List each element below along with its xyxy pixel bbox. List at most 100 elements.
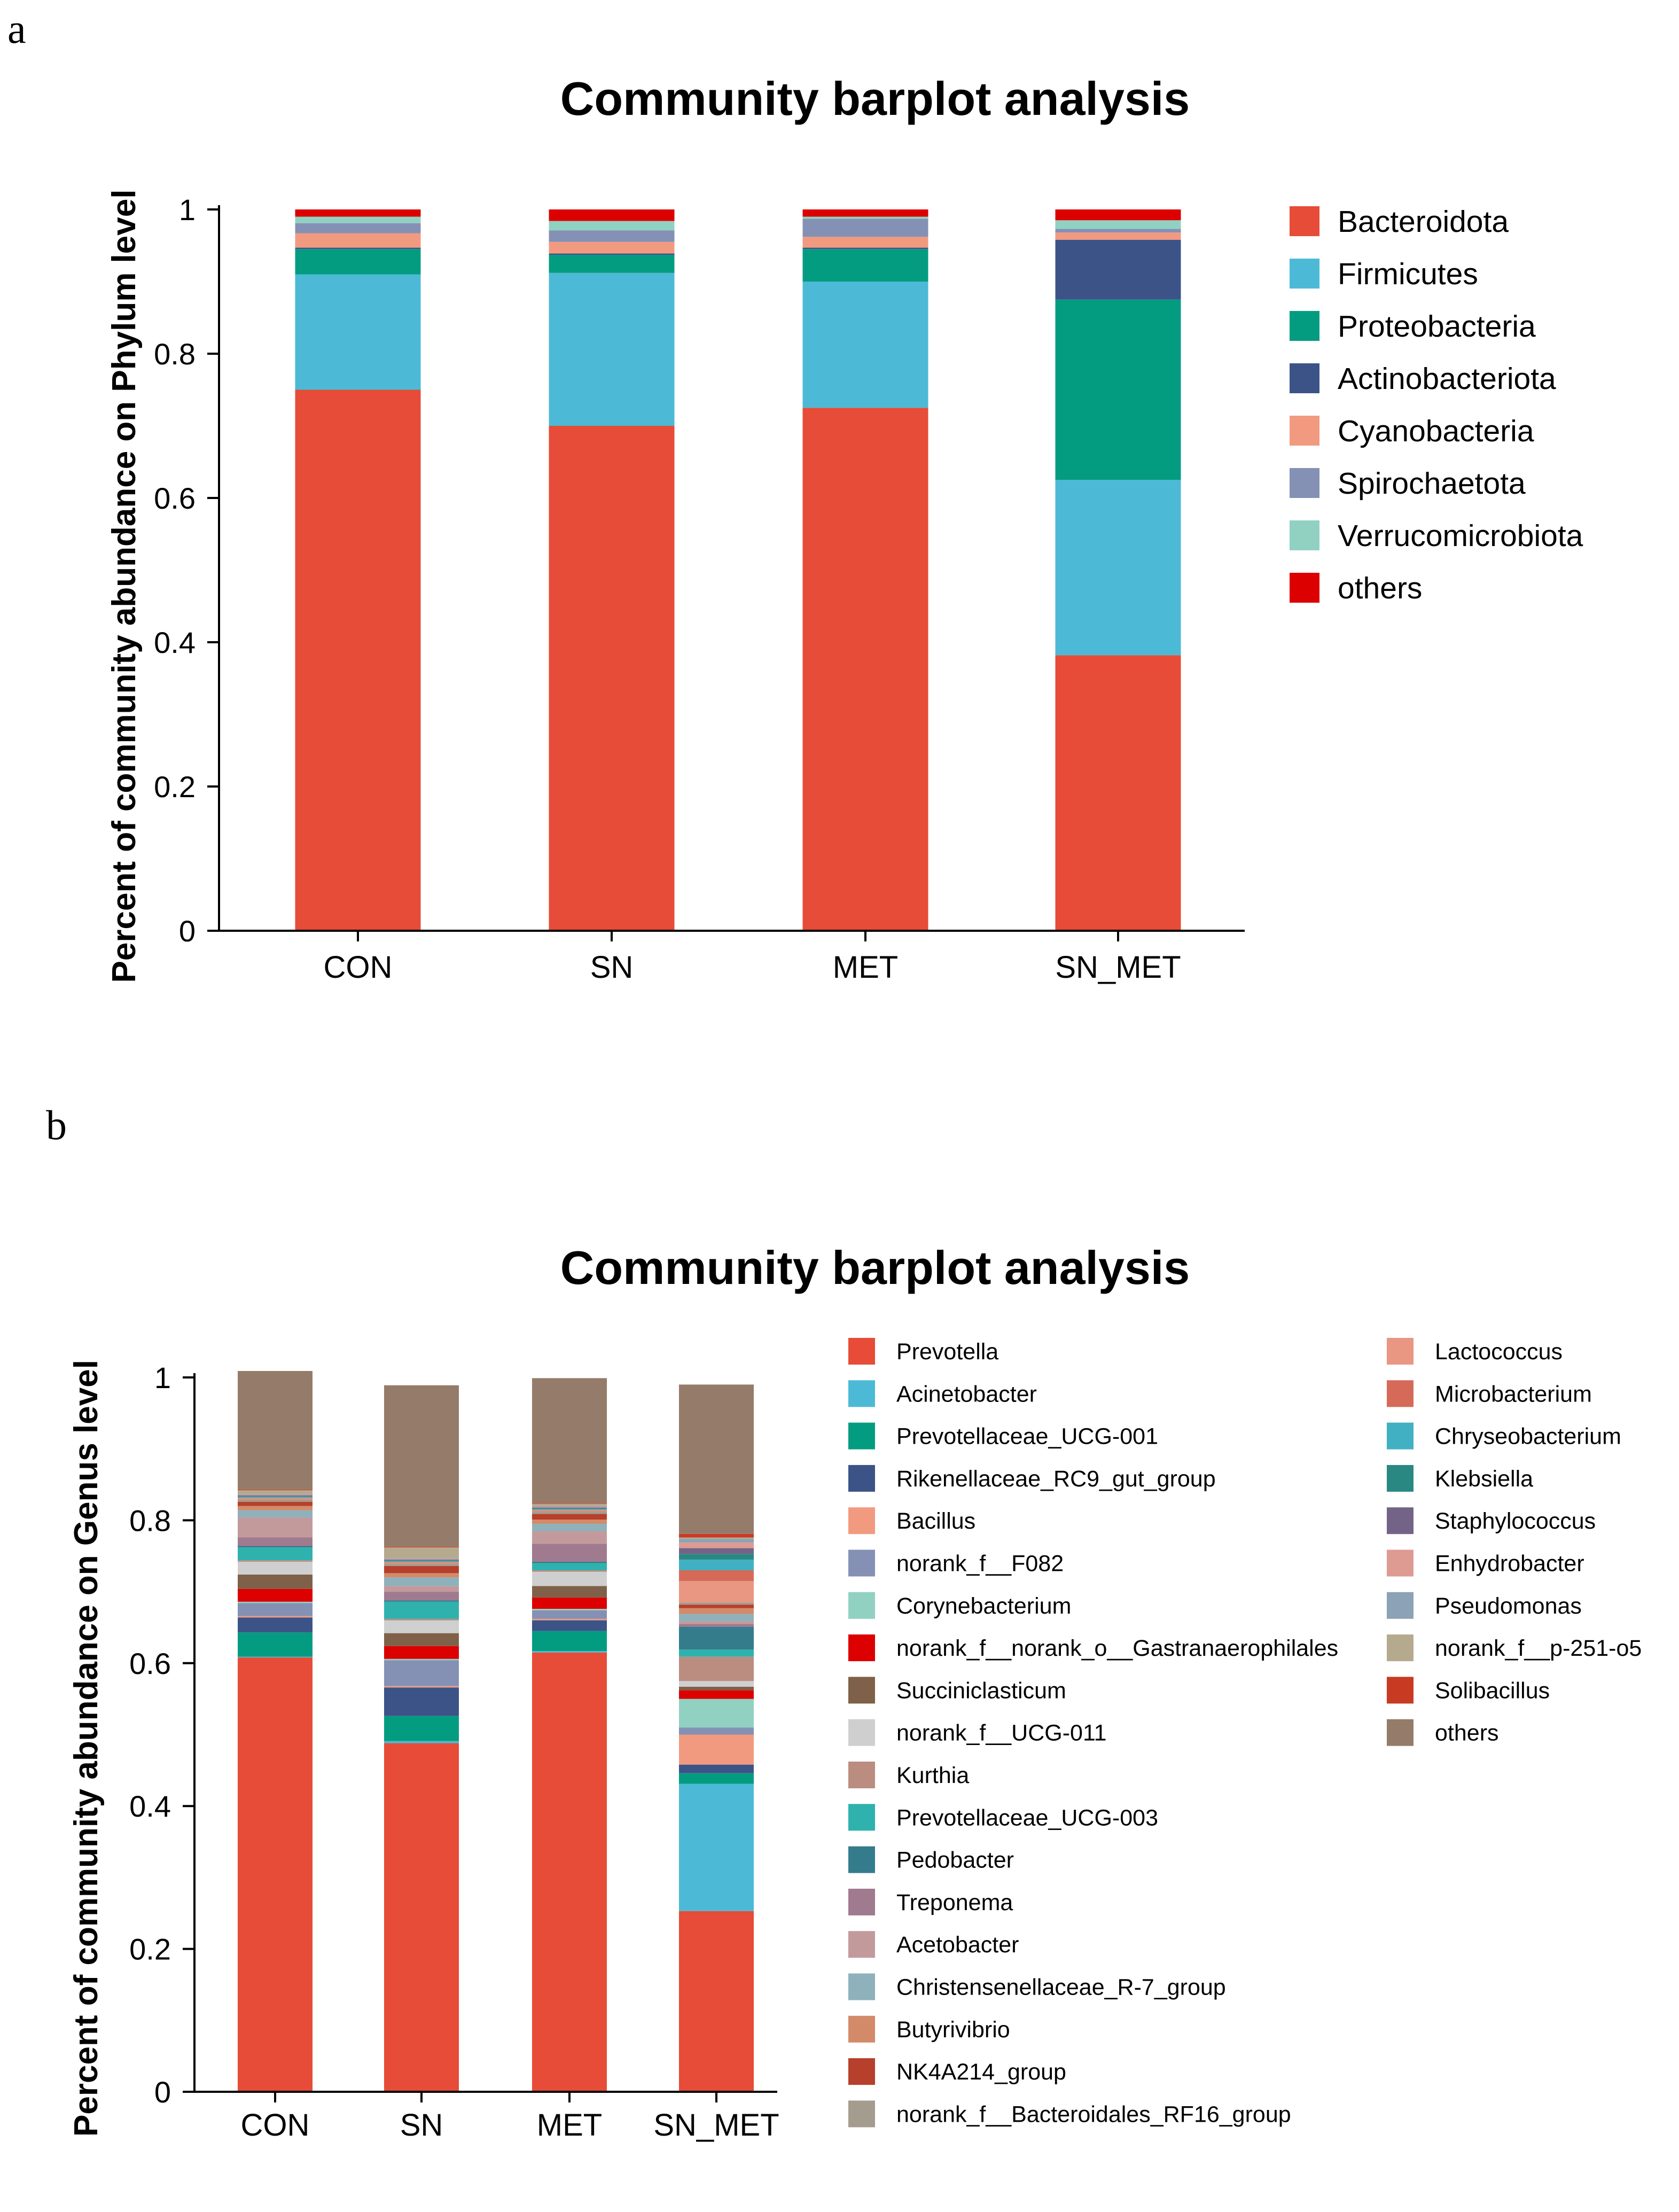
- chart-b-bar-con-norank-f-f082: [238, 1603, 313, 1616]
- chart-b-bar-met-bacillus: [532, 1618, 607, 1621]
- chart-b-bar-sn-norank-f-ucg-011: [384, 1620, 459, 1633]
- chart-b-legend-label-prevotellaceae-ucg-003: Prevotellaceae_UCG-003: [896, 1805, 1158, 1831]
- chart-b-x-tick-label-sn: SN: [400, 2108, 443, 2143]
- chart-b-bar-con-bacillus: [238, 1616, 313, 1618]
- chart-b-bar-met-kurthia: [532, 1570, 607, 1572]
- chart-b-bar-sn-met-solibacillus: [679, 1533, 754, 1538]
- chart-a-x-tick-label-sn: SN: [590, 950, 634, 985]
- chart-b-bar-sn-met-butyrivibrio: [679, 1608, 754, 1614]
- chart-b-bar-sn-enhydrobacter: [384, 1559, 459, 1560]
- panel-b: b Community barplot analysis Percent of …: [46, 1102, 1642, 2143]
- chart-a-legend-swatch-spirochaetota: [1290, 468, 1319, 498]
- chart-b-bar-met-norank-f-norank-o-gastranaerophilales: [532, 1597, 607, 1609]
- chart-b-legend-swatch-prevotella: [848, 1338, 875, 1365]
- chart-a-bar-con-actinobacteriota: [295, 247, 421, 250]
- chart-a-legend-swatch-cyanobacteria: [1290, 416, 1319, 446]
- chart-a-y-tick-label: 0.2: [154, 770, 196, 804]
- chart-a-bar-con-verrucomicrobiota: [295, 216, 421, 223]
- chart-b-bar-con-christensenellaceae-r-7-group: [238, 1510, 313, 1518]
- chart-b-legend-swatch-bacillus: [848, 1507, 875, 1535]
- chart-a-title: Community barplot analysis: [560, 72, 1190, 125]
- chart-a-y-tick-label: 1: [179, 193, 196, 227]
- chart-b-bar-con-prevotella: [238, 1657, 313, 2092]
- chart-b-legend-label-pedobacter: Pedobacter: [896, 1848, 1014, 1873]
- chart-b-bar-con-acetobacter: [238, 1517, 313, 1538]
- chart-b-bar-sn-met-norank-f-f082: [679, 1727, 754, 1735]
- chart-b-legend-swatch-staphylococcus: [1387, 1507, 1414, 1535]
- chart-a-legend-label-cyanobacteria: Cyanobacteria: [1338, 414, 1534, 448]
- chart-b-bar-sn-met-staphylococcus: [679, 1548, 754, 1554]
- chart-b-legend-swatch-klebsiella: [1387, 1465, 1414, 1492]
- chart-a-bar-con-firmicutes: [295, 274, 421, 390]
- chart-b-legend-label-prevotellaceae-ucg-001: Prevotellaceae_UCG-001: [896, 1424, 1158, 1450]
- chart-b-legend-label-norank-f-p-251-o5: norank_f__p-251-o5: [1435, 1635, 1642, 1661]
- chart-a-legend-swatch-actinobacteriota: [1290, 363, 1319, 393]
- chart-a-bar-sn-firmicutes: [549, 272, 675, 426]
- chart-b-legend-swatch-corynebacterium: [848, 1592, 875, 1619]
- chart-b-bar-sn-pedobacter: [384, 1600, 459, 1602]
- chart-a-bar-sn-spirochaetota: [549, 230, 675, 242]
- chart-b-bar-met-norank-f-ucg-011: [532, 1571, 607, 1586]
- chart-b-legend-swatch-norank-f-p-251-o5: [1387, 1634, 1414, 1662]
- chart-b-bar-sn-corynebacterium: [384, 1658, 459, 1661]
- chart-b-bar-sn-pseudomonas: [384, 1558, 459, 1559]
- chart-b-legend-label-lactococcus: Lactococcus: [1435, 1339, 1563, 1365]
- panel-label-a: a: [7, 5, 26, 52]
- chart-b-legend-swatch-rikenellaceae-rc9-gut-group: [848, 1465, 875, 1492]
- chart-b-bar-met-klebsiella: [532, 1508, 607, 1509]
- chart-b-bar-con-enhydrobacter: [238, 1494, 313, 1496]
- chart-a-legend: Bacteroidota Firmicutes Proteobacteria Acti…: [1290, 205, 1583, 605]
- chart-b-legend-swatch-microbacterium: [1387, 1380, 1414, 1407]
- chart-a-legend-swatch-verrucomicrobiota: [1290, 520, 1319, 550]
- chart-a-bar-met-proteobacteria: [802, 249, 928, 282]
- chart-b-legend-label-enhydrobacter: Enhydrobacter: [1435, 1551, 1584, 1577]
- chart-b-legend-swatch-pedobacter: [848, 1846, 875, 1873]
- chart-b-legend-swatch-treponema: [848, 1888, 875, 1915]
- chart-b-bar-met-staphylococcus: [532, 1507, 607, 1508]
- chart-b-legend-swatch-enhydrobacter: [1387, 1549, 1414, 1577]
- chart-b-bar-con-norank-f-p-251-o5: [238, 1490, 313, 1494]
- chart-b-bar-con-prevotellaceae-ucg-003: [238, 1547, 313, 1561]
- chart-b-legend-swatch-christensenellaceae-r-7-group: [848, 1973, 875, 2000]
- chart-b-bar-con-butyrivibrio: [238, 1506, 313, 1510]
- chart-a-bar-sn-cyanobacteria: [549, 242, 675, 254]
- chart-b-legend-swatch-prevotellaceae-ucg-003: [848, 1804, 875, 1831]
- chart-b-bar-sn-met-norank-f-ucg-011: [679, 1681, 754, 1687]
- chart-b-ylabel: Percent of community abundance on Genus …: [68, 1360, 105, 2137]
- chart-b-legend-label-staphylococcus: Staphylococcus: [1435, 1508, 1596, 1534]
- chart-a-legend-label-verrucomicrobiota: Verrucomicrobiota: [1338, 519, 1583, 553]
- chart-a-y-tick-label: 0.8: [154, 337, 196, 371]
- chart-a-bar-con-bacteroidota: [295, 390, 421, 931]
- chart-b-bar-met-norank-f-bacteroidales-rf16-group: [532, 1511, 607, 1514]
- chart-a-legend-swatch-bacteroidota: [1290, 206, 1319, 236]
- chart-b-bar-sn-prevotellaceae-ucg-003: [384, 1601, 459, 1619]
- chart-a-bar-met-cyanobacteria: [802, 237, 928, 248]
- chart-b-legend-label-rikenellaceae-rc9-gut-group: Rikenellaceae_RC9_gut_group: [896, 1466, 1216, 1492]
- chart-b-bar-sn-met-prevotellaceae-ucg-003: [679, 1649, 754, 1657]
- chart-b-legend-label-solibacillus: Solibacillus: [1435, 1678, 1550, 1703]
- chart-b-legend-swatch-norank-f-bacteroidales-rf16-group: [848, 2100, 875, 2128]
- chart-b-bar-met-solibacillus: [532, 1503, 607, 1504]
- chart-b-legend-swatch-lactococcus: [1387, 1338, 1414, 1365]
- chart-a-legend-label-actinobacteriota: Actinobacteriota: [1338, 362, 1556, 396]
- chart-b-legend-swatch-pseudomonas: [1387, 1592, 1414, 1619]
- chart-b-y-tick-label: 0.4: [129, 1789, 171, 1823]
- chart-b-legend-swatch-butyrivibrio: [848, 2015, 875, 2043]
- chart-b-bar-con-rikenellaceae-rc9-gut-group: [238, 1617, 313, 1633]
- chart-b-bar-met-succiniclasticum: [532, 1586, 607, 1598]
- chart-a-y-tick-label: 0.6: [154, 481, 196, 515]
- chart-b-y-tick-label: 0: [154, 2075, 171, 2109]
- chart-b-bar-sn-norank-f-p-251-o5: [384, 1547, 459, 1559]
- chart-b-legend-label-norank-f-norank-o-gastranaerophilales: norank_f__norank_o__Gastranaerophilales: [896, 1635, 1338, 1661]
- chart-b-bar-sn-norank-f-f082: [384, 1660, 459, 1686]
- chart-b-bar-sn-met-lactococcus: [679, 1581, 754, 1603]
- chart-b-bar-sn-chryseobacterium: [384, 1561, 459, 1562]
- chart-b-bar-sn-met-others: [679, 1384, 754, 1534]
- chart-b-legend-swatch-succiniclasticum: [848, 1677, 875, 1704]
- chart-b-bar-sn-succiniclasticum: [384, 1633, 459, 1646]
- chart-b-bar-met-butyrivibrio: [532, 1520, 607, 1524]
- chart-b-legend-label-nk4a214-group: NK4A214_group: [896, 2059, 1066, 2085]
- chart-b-legend-label-norank-f-bacteroidales-rf16-group: norank_f__Bacteroidales_RF16_group: [896, 2101, 1291, 2127]
- chart-b-bar-sn-met-norank-f-norank-o-gastranaerophilales: [679, 1690, 754, 1699]
- chart-b-legend-label-acetobacter: Acetobacter: [896, 1932, 1019, 1958]
